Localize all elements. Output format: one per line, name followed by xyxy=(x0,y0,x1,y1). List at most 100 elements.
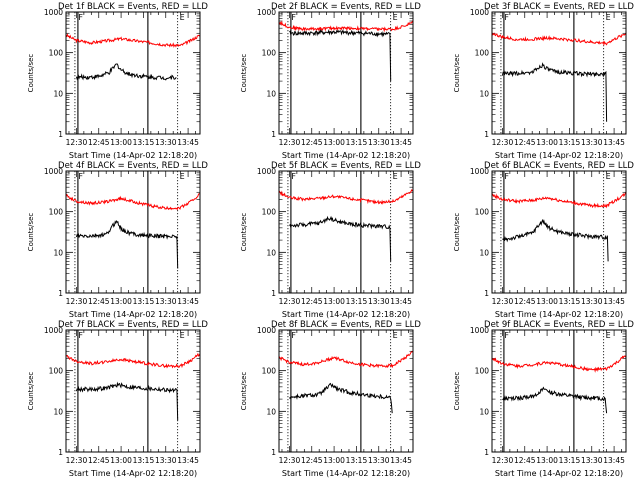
panel-7-marker-label: E xyxy=(180,331,185,340)
panel-2-xtick-label: 12:30 xyxy=(279,138,301,147)
panel-8-ytick-label: 100 xyxy=(262,367,277,376)
panel-8-xtick-label: 12:45 xyxy=(301,456,323,465)
panel-9-xtick-label: 13:15 xyxy=(559,456,581,465)
panel-5-marker-label: E xyxy=(393,172,398,181)
panel-7-ytick-label: 10 xyxy=(53,407,63,416)
panel-5-events-series xyxy=(289,215,392,262)
panel-8-xtick-label: 13:00 xyxy=(323,456,345,465)
panel-3-xtick-label: 13:00 xyxy=(536,138,558,147)
panel-7-plot-frame xyxy=(65,329,201,453)
panel-6-ytick-label: 1 xyxy=(484,289,489,298)
panel-2-ytick-label: 1000 xyxy=(257,8,276,17)
panel-3-xtick-label: 13:30 xyxy=(581,138,603,147)
panel-2-lld-series xyxy=(278,20,414,33)
panel-1-marker-label: E xyxy=(180,13,185,22)
panel-6-ytick-label: 10 xyxy=(479,248,489,257)
panel-2-xtick-label: 13:00 xyxy=(323,138,345,147)
panel-3-ytick-label: 100 xyxy=(475,49,490,58)
panel-7-events-series xyxy=(75,381,179,421)
panel-1-ytick-label: 1 xyxy=(58,130,63,139)
panel-5-lld-series xyxy=(278,189,414,205)
panel-6: Det 6f BLACK = Events, RED = LLD Counts/s… xyxy=(453,161,634,319)
panel-5-title: Det 5f BLACK = Events, RED = LLD xyxy=(271,161,421,171)
panel-5-ytick-label: 100 xyxy=(262,208,277,217)
panel-4-marker-label: F xyxy=(78,172,83,181)
panel-2-xtick-label: 13:15 xyxy=(346,138,368,147)
panel-9-ytick-label: 1000 xyxy=(470,326,489,335)
panel-3-ytick-label: 1000 xyxy=(470,8,489,17)
panel-4-xtick-label: 13:30 xyxy=(155,297,177,306)
panel-9-xtick-label: 13:30 xyxy=(581,456,603,465)
panel-6-xtick-label: 12:45 xyxy=(514,297,536,306)
panel-9-ylabel: Counts/sec xyxy=(453,372,461,411)
panel-9-events-series xyxy=(502,386,608,414)
panel-4-xtick-label: 13:45 xyxy=(177,297,199,306)
panel-9-title: Det 9f BLACK = Events, RED = LLD xyxy=(484,320,634,330)
panel-1-xtick-label: 13:45 xyxy=(177,138,199,147)
panel-3-plot-frame xyxy=(491,11,627,135)
panel-8-ylabel: Counts/sec xyxy=(240,372,248,411)
panel-5-ylabel: Counts/sec xyxy=(240,213,248,252)
panel-4-plot-frame xyxy=(65,170,201,294)
panel-2-title: Det 2f BLACK = Events, RED = LLD xyxy=(271,2,421,12)
panel-1-xtick-label: 13:30 xyxy=(155,138,177,147)
panel-6-xtick-label: 12:30 xyxy=(492,297,514,306)
panel-5-ytick-label: 1000 xyxy=(257,167,276,176)
panel-7-marker-label: F xyxy=(78,331,83,340)
panel-8-xtick-label: 13:30 xyxy=(368,456,390,465)
panel-4-events-series xyxy=(75,219,179,269)
panel-3-events-series xyxy=(501,62,608,122)
panel-3-xtick-label: 12:30 xyxy=(492,138,514,147)
panel-2-xlabel: Start Time (14-Apr-02 12:18:20) xyxy=(282,151,410,160)
panel-3-ytick-label: 1 xyxy=(484,130,489,139)
panel-1-ytick-label: 10 xyxy=(53,89,63,98)
panel-6-xtick-label: 13:15 xyxy=(559,297,581,306)
panel-6-xlabel: Start Time (14-Apr-02 12:18:20) xyxy=(495,310,623,319)
panel-7-ytick-label: 1 xyxy=(58,448,63,457)
panel-5-xtick-label: 12:30 xyxy=(279,297,301,306)
panel-5-ytick-label: 10 xyxy=(266,248,276,257)
panel-3-xtick-label: 13:45 xyxy=(603,138,625,147)
panel-1-xtick-label: 13:15 xyxy=(133,138,155,147)
panel-8-xtick-label: 12:30 xyxy=(279,456,301,465)
panel-3-xlabel: Start Time (14-Apr-02 12:18:20) xyxy=(495,151,623,160)
panel-2-ytick-label: 1 xyxy=(271,130,276,139)
panel-8: Det 8f BLACK = Events, RED = LLD Counts/s… xyxy=(240,320,421,478)
panel-4-xtick-label: 13:15 xyxy=(133,297,155,306)
panel-8-xtick-label: 13:45 xyxy=(390,456,412,465)
panel-2-ylabel: Counts/sec xyxy=(240,54,248,93)
panel-7-xtick-label: 13:15 xyxy=(133,456,155,465)
panel-3-ytick-label: 10 xyxy=(479,89,489,98)
panel-9-plot-frame xyxy=(491,329,627,453)
panel-9: Det 9f BLACK = Events, RED = LLD Counts/s… xyxy=(453,320,634,478)
panel-4-marker-label: E xyxy=(180,172,185,181)
panel-8-ytick-label: 10 xyxy=(266,407,276,416)
panel-5-xtick-label: 13:15 xyxy=(346,297,368,306)
panel-1-xlabel: Start Time (14-Apr-02 12:18:20) xyxy=(69,151,197,160)
panel-7-lld-series xyxy=(65,352,201,369)
panel-8-ytick-label: 1000 xyxy=(257,326,276,335)
panel-5-xtick-label: 13:30 xyxy=(368,297,390,306)
panel-6-events-series xyxy=(502,218,609,262)
panel-5-xtick-label: 13:00 xyxy=(323,297,345,306)
panel-9-ytick-label: 1 xyxy=(484,448,489,457)
panel-6-marker-label: F xyxy=(504,172,509,181)
panel-9-ytick-label: 100 xyxy=(475,367,490,376)
panel-9-marker-label: F xyxy=(504,331,509,340)
panel-4-xtick-label: 12:45 xyxy=(88,297,110,306)
panel-1-events-series xyxy=(75,63,177,81)
panel-1-title: Det 1f BLACK = Events, RED = LLD xyxy=(58,2,208,12)
panel-4-xlabel: Start Time (14-Apr-02 12:18:20) xyxy=(69,310,197,319)
panel-6-xtick-label: 13:45 xyxy=(603,297,625,306)
panel-7: Det 7f BLACK = Events, RED = LLD Counts/s… xyxy=(27,320,208,478)
panel-7-ytick-label: 100 xyxy=(49,367,64,376)
panel-1-plot-frame xyxy=(65,11,201,135)
panel-3-lld-series xyxy=(491,32,627,47)
panel-8-marker-label: F xyxy=(291,331,296,340)
panel-7-xtick-label: 12:30 xyxy=(66,456,88,465)
panel-4-xtick-label: 12:30 xyxy=(66,297,88,306)
panel-9-lld-series xyxy=(491,354,627,373)
panel-8-events-series xyxy=(289,382,393,414)
panel-6-lld-series xyxy=(491,192,627,209)
panel-4-ytick-label: 100 xyxy=(49,208,64,217)
